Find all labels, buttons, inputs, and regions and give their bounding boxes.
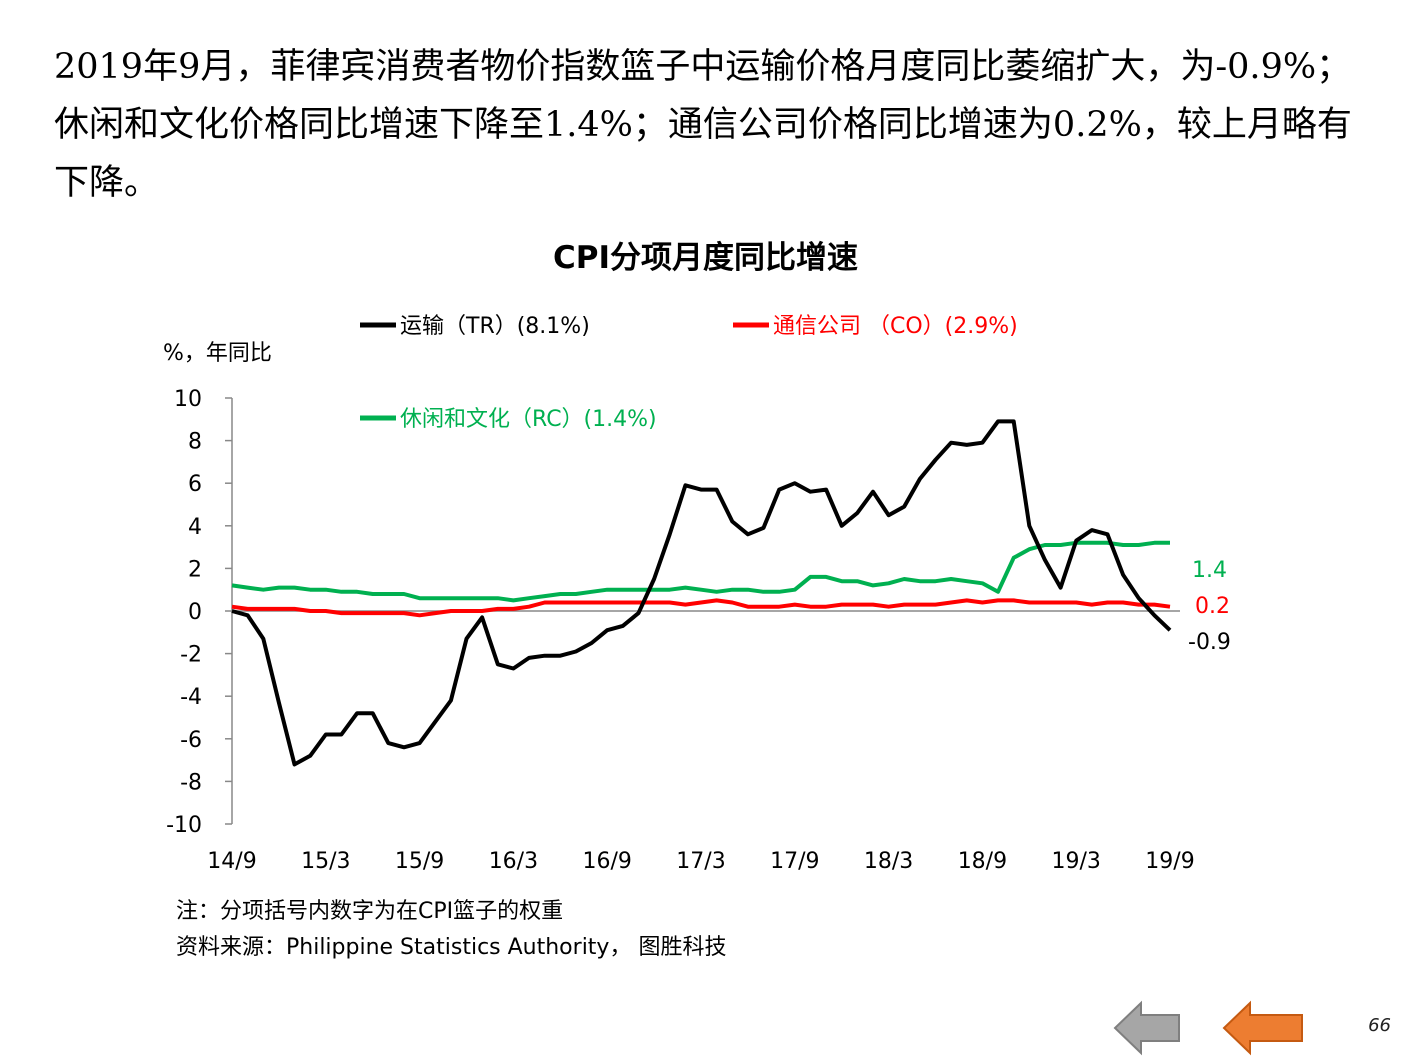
- x-tick-label: 16/3: [489, 849, 538, 874]
- chart-note: 注：分项括号内数字为在CPI篮子的权重: [176, 899, 564, 924]
- y-tick-label: -6: [180, 728, 202, 753]
- line-chart: 运输（TR）(8.1%) 通信公司 （CO）(2.9%) 休闲和文化（RC）(1.4…: [163, 314, 1231, 874]
- series-line-2: [231, 540, 1170, 603]
- y-tick-label: 8: [188, 430, 202, 455]
- x-axis: 14/9 15/3 15/9 16/3 16/9 17/3 17/9 18/3 18/9 19/3…: [207, 610, 1195, 874]
- prev-page-button[interactable]: [1113, 1000, 1183, 1056]
- left-arrow-gray-icon: [1113, 1000, 1180, 1056]
- x-tick-label: 17/9: [770, 849, 819, 874]
- series-line-1: [231, 598, 1171, 618]
- intro-paragraph: 2019年9月，菲律宾消费者物价指数篮子中运输价格月度同比萎缩扩大，为-0.9%…: [54, 47, 1352, 203]
- y-axis-label: %，年同比: [163, 341, 272, 366]
- y-tick-label: 0: [188, 600, 202, 625]
- y-tick-label: 2: [188, 557, 202, 582]
- series-line-0: [231, 419, 1172, 767]
- y-tick-label: 4: [188, 515, 202, 540]
- end-label-2: 1.4: [1192, 558, 1227, 583]
- x-tick-label: 19/3: [1051, 849, 1100, 874]
- x-tick-label: 15/9: [395, 849, 444, 874]
- chart-title: CPI分项月度同比增速: [552, 240, 858, 276]
- legend-label-2: 休闲和文化（RC）(1.4%): [400, 407, 657, 432]
- page-number: 66: [1368, 1015, 1391, 1036]
- chart-legend: 运输（TR）(8.1%) 通信公司 （CO）(2.9%) 休闲和文化（RC）(1.4…: [360, 314, 1018, 432]
- y-tick-label: 6: [188, 472, 202, 497]
- end-label-1: 0.2: [1195, 594, 1230, 619]
- x-tick-label: 17/3: [676, 849, 725, 874]
- source-note: 资料来源：Philippine Statistics Authority， 图胜…: [176, 935, 727, 960]
- y-tick-label: -8: [180, 770, 202, 795]
- series-layer: [231, 419, 1172, 767]
- x-tick-label: 18/3: [864, 849, 913, 874]
- y-axis: 10 8 6 4 2 0 -2 -4 -6 -8 -10: [166, 387, 233, 838]
- x-tick-label: 18/9: [958, 849, 1007, 874]
- x-tick-label: 19/9: [1145, 849, 1194, 874]
- x-tick-label: 14/9: [207, 849, 256, 874]
- end-label-0: -0.9: [1188, 630, 1231, 655]
- y-tick-label: 10: [174, 387, 202, 412]
- y-tick-label: -10: [166, 813, 202, 838]
- x-tick-label: 16/9: [582, 849, 631, 874]
- legend-label-0: 运输（TR）(8.1%): [400, 314, 590, 339]
- y-tick-label: -4: [180, 685, 202, 710]
- left-arrow-orange-icon: [1222, 1000, 1303, 1056]
- back-button[interactable]: [1222, 1000, 1306, 1056]
- end-labels: -0.9 0.2 1.4: [1188, 558, 1231, 655]
- legend-label-1: 通信公司 （CO）(2.9%): [773, 314, 1018, 339]
- y-tick-label: -2: [180, 643, 202, 668]
- x-tick-label: 15/3: [301, 849, 350, 874]
